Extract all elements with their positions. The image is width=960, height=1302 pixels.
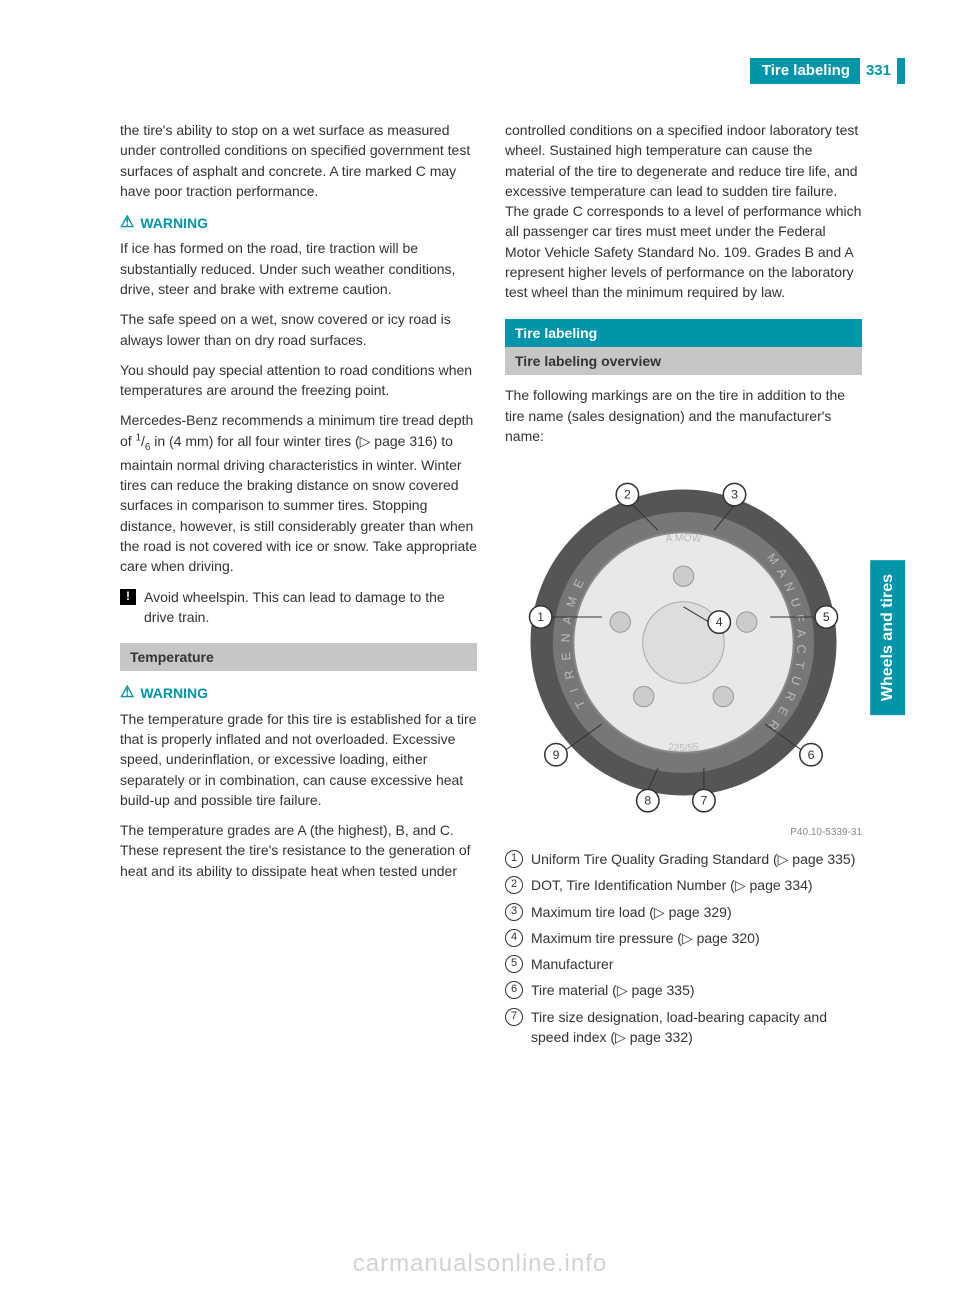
svg-text:2: 2 bbox=[624, 488, 631, 502]
legend-item: 5 Manufacturer bbox=[505, 954, 862, 974]
legend-text: Manufacturer bbox=[531, 954, 613, 974]
warning-icon: ⚠ bbox=[120, 211, 134, 234]
warning-heading: ⚠ WARNING bbox=[120, 211, 477, 234]
svg-text:9: 9 bbox=[553, 748, 560, 762]
callout-6: 6 bbox=[800, 744, 822, 766]
note-text: Avoid wheelspin. This can lead to damage… bbox=[144, 587, 477, 628]
subsection-heading-overview: Tire labeling overview bbox=[505, 347, 862, 375]
callout-3: 3 bbox=[723, 484, 745, 506]
legend-number: 6 bbox=[505, 981, 523, 999]
legend-text: Tire material (▷ page 335) bbox=[531, 980, 695, 1000]
chapter-side-tab: Wheels and tires bbox=[870, 560, 905, 715]
svg-text:1: 1 bbox=[537, 610, 544, 624]
callout-5: 5 bbox=[815, 606, 837, 628]
callout-1: 1 bbox=[529, 606, 551, 628]
legend-number: 5 bbox=[505, 955, 523, 973]
right-column: controlled conditions on a specified ind… bbox=[505, 120, 862, 1053]
subsection-heading-temperature: Temperature bbox=[120, 643, 477, 671]
body-text: controlled conditions on a specified ind… bbox=[505, 120, 862, 303]
note-block: ! Avoid wheelspin. This can lead to dama… bbox=[120, 587, 477, 628]
watermark: carmanualsonline.info bbox=[0, 1247, 960, 1282]
body-text: You should pay special attention to road… bbox=[120, 360, 477, 401]
svg-text:3: 3 bbox=[731, 488, 738, 502]
legend-number: 1 bbox=[505, 850, 523, 868]
left-column: the tire's ability to stop on a wet surf… bbox=[120, 120, 477, 1053]
diagram-legend: 1 Uniform Tire Quality Grading Standard (… bbox=[505, 849, 862, 1047]
page-header: Tire labeling 331 bbox=[750, 58, 905, 84]
body-text: the tire's ability to stop on a wet surf… bbox=[120, 120, 477, 201]
warning-heading: ⚠ WARNING bbox=[120, 681, 477, 704]
callout-7: 7 bbox=[693, 790, 715, 812]
legend-item: 3 Maximum tire load (▷ page 329) bbox=[505, 902, 862, 922]
header-page-number: 331 bbox=[860, 58, 897, 84]
warning-label: WARNING bbox=[140, 683, 208, 703]
callout-4: 4 bbox=[708, 611, 730, 633]
body-text: Mercedes-Benz recommends a minimum tire … bbox=[120, 410, 477, 576]
body-text: The safe speed on a wet, snow covered or… bbox=[120, 309, 477, 350]
legend-item: 6 Tire material (▷ page 335) bbox=[505, 980, 862, 1000]
legend-number: 4 bbox=[505, 929, 523, 947]
svg-text:6: 6 bbox=[808, 748, 815, 762]
callout-8: 8 bbox=[637, 790, 659, 812]
legend-text: Maximum tire pressure (▷ page 320) bbox=[531, 928, 760, 948]
legend-number: 2 bbox=[505, 876, 523, 894]
body-text: The temperature grades are A (the highes… bbox=[120, 820, 477, 881]
legend-text: Tire size designation, load-bearing capa… bbox=[531, 1007, 862, 1048]
legend-item: 4 Maximum tire pressure (▷ page 320) bbox=[505, 928, 862, 948]
legend-number: 7 bbox=[505, 1008, 523, 1026]
warning-body: The temperature grade for this tire is e… bbox=[120, 709, 477, 810]
legend-text: Maximum tire load (▷ page 329) bbox=[531, 902, 732, 922]
note-icon: ! bbox=[120, 589, 136, 605]
svg-text:7: 7 bbox=[700, 794, 707, 808]
legend-item: 2 DOT, Tire Identification Number (▷ page… bbox=[505, 875, 862, 895]
svg-text:225/55: 225/55 bbox=[668, 742, 700, 754]
callout-9: 9 bbox=[545, 744, 567, 766]
legend-text: Uniform Tire Quality Grading Standard (▷… bbox=[531, 849, 855, 869]
body-text: The following markings are on the tire i… bbox=[505, 385, 862, 446]
svg-text:5: 5 bbox=[823, 610, 830, 624]
section-heading: Tire labeling bbox=[505, 319, 862, 347]
legend-number: 3 bbox=[505, 903, 523, 921]
svg-text:8: 8 bbox=[644, 794, 651, 808]
legend-item: 7 Tire size designation, load-bearing cap… bbox=[505, 1007, 862, 1048]
tire-diagram: A MOW T I R E N A M E M A N U F A C T U … bbox=[505, 464, 862, 821]
header-title: Tire labeling bbox=[762, 60, 850, 82]
warning-label: WARNING bbox=[140, 213, 208, 233]
page-content: the tire's ability to stop on a wet surf… bbox=[120, 120, 862, 1053]
legend-item: 1 Uniform Tire Quality Grading Standard (… bbox=[505, 849, 862, 869]
image-reference: P40.10-5339-31 bbox=[505, 826, 862, 841]
warning-icon: ⚠ bbox=[120, 681, 134, 704]
svg-text:4: 4 bbox=[716, 615, 723, 629]
legend-text: DOT, Tire Identification Number (▷ page … bbox=[531, 875, 813, 895]
callout-2: 2 bbox=[616, 484, 638, 506]
warning-body: If ice has formed on the road, tire trac… bbox=[120, 238, 477, 299]
